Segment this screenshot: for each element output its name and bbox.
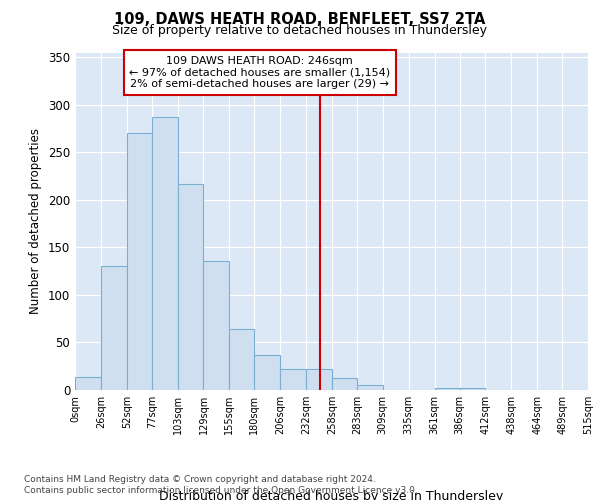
X-axis label: Distribution of detached houses by size in Thundersley: Distribution of detached houses by size … bbox=[160, 490, 503, 500]
Bar bbox=[203, 260, 229, 390]
Text: Contains HM Land Registry data © Crown copyright and database right 2024.: Contains HM Land Registry data © Crown c… bbox=[24, 475, 376, 484]
Y-axis label: Number of detached properties: Number of detached properties bbox=[29, 128, 43, 314]
Bar bbox=[152, 117, 178, 390]
Bar bbox=[229, 329, 254, 390]
Text: 109 DAWS HEATH ROAD: 246sqm
← 97% of detached houses are smaller (1,154)
2% of s: 109 DAWS HEATH ROAD: 246sqm ← 97% of det… bbox=[129, 56, 390, 89]
Bar bbox=[127, 134, 152, 390]
Bar bbox=[75, 376, 101, 390]
Text: Contains public sector information licensed under the Open Government Licence v3: Contains public sector information licen… bbox=[24, 486, 418, 495]
Bar bbox=[460, 388, 485, 390]
Bar bbox=[357, 385, 383, 390]
Bar bbox=[332, 378, 357, 390]
Text: 109, DAWS HEATH ROAD, BENFLEET, SS7 2TA: 109, DAWS HEATH ROAD, BENFLEET, SS7 2TA bbox=[115, 12, 485, 28]
Bar bbox=[178, 184, 203, 390]
Bar bbox=[434, 388, 460, 390]
Text: Size of property relative to detached houses in Thundersley: Size of property relative to detached ho… bbox=[113, 24, 487, 37]
Bar bbox=[101, 266, 127, 390]
Bar bbox=[254, 355, 280, 390]
Bar bbox=[280, 369, 306, 390]
Bar bbox=[306, 369, 332, 390]
